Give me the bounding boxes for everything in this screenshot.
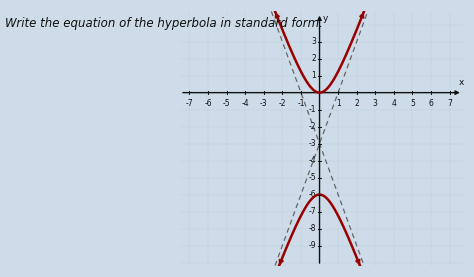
Text: 2: 2 [311,54,316,63]
Text: 7: 7 [447,99,452,107]
Text: 2: 2 [355,99,359,107]
Text: 5: 5 [410,99,415,107]
Text: y: y [323,14,328,23]
Text: -7: -7 [309,207,316,216]
Text: -5: -5 [309,173,316,182]
Text: 4: 4 [392,99,396,107]
Text: 1: 1 [336,99,340,107]
Text: Write the equation of the hyperbola in standard form.: Write the equation of the hyperbola in s… [5,17,323,30]
Text: -6: -6 [309,190,316,199]
Text: -7: -7 [186,99,193,107]
Text: -6: -6 [204,99,212,107]
Text: -9: -9 [309,241,316,250]
Text: -3: -3 [260,99,268,107]
Text: -4: -4 [241,99,249,107]
Text: -1: -1 [309,105,316,114]
Text: 3: 3 [311,37,316,46]
Text: 1: 1 [311,71,316,80]
Text: -2: -2 [309,122,316,131]
Text: -5: -5 [223,99,230,107]
Text: -8: -8 [309,224,316,233]
Text: -4: -4 [309,156,316,165]
Text: -3: -3 [309,139,316,148]
Text: 3: 3 [373,99,378,107]
Text: 6: 6 [428,99,434,107]
Text: x: x [459,78,465,87]
Text: -2: -2 [279,99,286,107]
Text: -1: -1 [297,99,305,107]
